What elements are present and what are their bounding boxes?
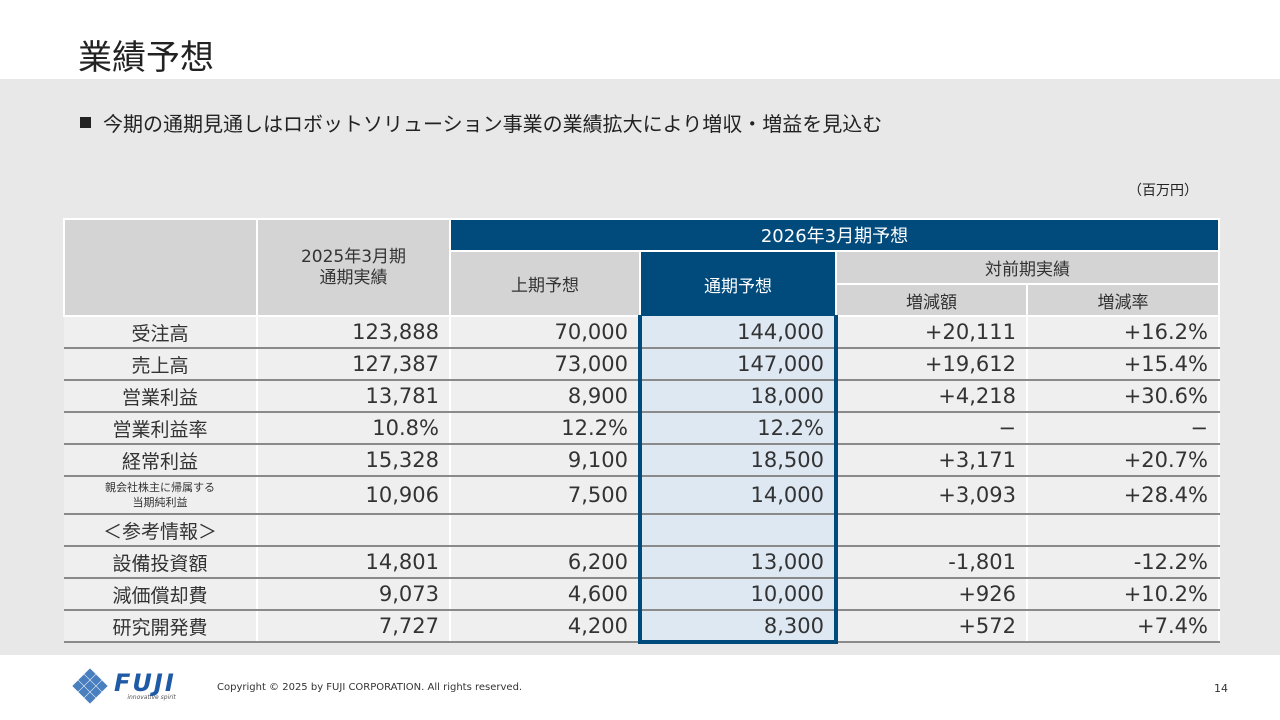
first-half-value: 73,000: [450, 348, 641, 381]
table-row: 経常利益 15,328 9,100 18,500 +3,171 +20.7%: [64, 444, 1220, 477]
row-label: 親会社株主に帰属する 当期純利益: [64, 476, 258, 515]
row-label: 減価償却費: [64, 578, 258, 611]
reference-label: ＜参考情報＞: [64, 514, 258, 547]
table-row: 設備投資額 14,801 6,200 13,000 -1,801 -12.2%: [64, 546, 1220, 579]
change-amount-value: +926: [836, 578, 1028, 611]
full-year-value: 10,000: [638, 578, 838, 611]
table-row: 減価償却費 9,073 4,600 10,000 +926 +10.2%: [64, 578, 1220, 611]
header-corner: [63, 218, 258, 317]
change-amount-value: +3,171: [836, 444, 1028, 477]
change-amount-value: −: [836, 412, 1028, 445]
change-rate-value: −: [1027, 412, 1220, 445]
table-cell: [257, 514, 451, 547]
row-label: 経常利益: [64, 444, 258, 477]
summary-bullet: 今期の通期見通しはロボットソリューション事業の業績拡大により増収・増益を見込む: [80, 108, 882, 137]
first-half-value: 9,100: [450, 444, 641, 477]
change-rate-value: +16.2%: [1027, 316, 1220, 349]
logo-diamond-icon: [72, 668, 108, 704]
table-row: 営業利益 13,781 8,900 18,000 +4,218 +30.6%: [64, 380, 1220, 413]
row-label: 受注高: [64, 316, 258, 349]
change-rate-value: -12.2%: [1027, 546, 1220, 579]
change-rate-value: +30.6%: [1027, 380, 1220, 413]
first-half-value: 8,900: [450, 380, 641, 413]
table-row: 親会社株主に帰属する 当期純利益 10,906 7,500 14,000 +3,093 +…: [64, 476, 1220, 515]
full-year-value: 8,300: [638, 610, 838, 644]
change-amount-value: +20,111: [836, 316, 1028, 349]
change-rate-value: +28.4%: [1027, 476, 1220, 515]
first-half-value: 6,200: [450, 546, 641, 579]
full-year-value: 14,000: [638, 476, 838, 515]
change-amount-value: +3,093: [836, 476, 1028, 515]
table-cell: [638, 514, 838, 547]
first-half-value: 12.2%: [450, 412, 641, 445]
first-half-value: 4,600: [450, 578, 641, 611]
unit-label: （百万円）: [1128, 183, 1198, 199]
page-title: 業績予想: [78, 38, 214, 78]
header-change-amount: 増減額: [835, 283, 1028, 317]
full-year-value: 147,000: [638, 348, 838, 381]
copyright-text: Copyright © 2025 by FUJI CORPORATION. Al…: [217, 682, 523, 693]
change-amount-value: +4,218: [836, 380, 1028, 413]
first-half-value: 70,000: [450, 316, 641, 349]
prev-year-value: 13,781: [257, 380, 451, 413]
prev-year-value: 7,727: [257, 610, 451, 643]
summary-text: 今期の通期見通しはロボットソリューション事業の業績拡大により増収・増益を見込む: [103, 112, 883, 136]
change-amount-value: +19,612: [836, 348, 1028, 381]
prev-year-value: 123,888: [257, 316, 451, 349]
header-prev-year: 2025年3月期 通期実績: [256, 218, 451, 317]
row-label: 営業利益率: [64, 412, 258, 445]
logo-subtext: innovative spirit: [127, 693, 176, 701]
change-amount-value: +572: [836, 610, 1028, 643]
row-label: 研究開発費: [64, 610, 258, 643]
change-amount-value: -1,801: [836, 546, 1028, 579]
full-year-value: 13,000: [638, 546, 838, 579]
logo-text: FUJI: [114, 668, 176, 697]
change-rate-value: +20.7%: [1027, 444, 1220, 477]
prev-year-value: 15,328: [257, 444, 451, 477]
first-half-value: 4,200: [450, 610, 641, 643]
table-row: 売上高 127,387 73,000 147,000 +19,612 +15.4%: [64, 348, 1220, 381]
header-change-rate: 増減率: [1026, 283, 1220, 317]
change-rate-value: +15.4%: [1027, 348, 1220, 381]
change-rate-value: +10.2%: [1027, 578, 1220, 611]
table-cell: [836, 514, 1028, 547]
table-cell: [450, 514, 641, 547]
header-vs-prev: 対前期実績: [835, 250, 1220, 285]
table-row: 営業利益率 10.8% 12.2% 12.2% − −: [64, 412, 1220, 445]
prev-year-value: 10.8%: [257, 412, 451, 445]
row-label: 売上高: [64, 348, 258, 381]
change-rate-value: +7.4%: [1027, 610, 1220, 643]
full-year-value: 18,500: [638, 444, 838, 477]
header-first-half: 上期予想: [449, 250, 641, 317]
table-row: 研究開発費 7,727 4,200 8,300 +572 +7.4%: [64, 610, 1220, 644]
row-label: 設備投資額: [64, 546, 258, 579]
prev-year-value: 10,906: [257, 476, 451, 515]
prev-year-value: 14,801: [257, 546, 451, 579]
full-year-value: 18,000: [638, 380, 838, 413]
prev-year-value: 9,073: [257, 578, 451, 611]
first-half-value: 7,500: [450, 476, 641, 515]
page-number: 14: [1214, 682, 1228, 695]
prev-year-value: 127,387: [257, 348, 451, 381]
bullet-square-icon: [80, 117, 91, 128]
table-row: 受注高 123,888 70,000 144,000 +20,111 +16.2%: [64, 316, 1220, 349]
full-year-value: 144,000: [638, 316, 838, 349]
table-cell: [1027, 514, 1220, 547]
full-year-value: 12.2%: [638, 412, 838, 445]
header-forecast-group: 2026年3月期予想: [449, 218, 1220, 252]
header-full-year: 通期予想: [639, 250, 837, 316]
forecast-table: 2025年3月期 通期実績 2026年3月期予想 上期予想 通期予想 対前期実績…: [63, 218, 1220, 644]
company-logo: FUJI innovative spirit: [72, 668, 176, 704]
row-label: 営業利益: [64, 380, 258, 413]
